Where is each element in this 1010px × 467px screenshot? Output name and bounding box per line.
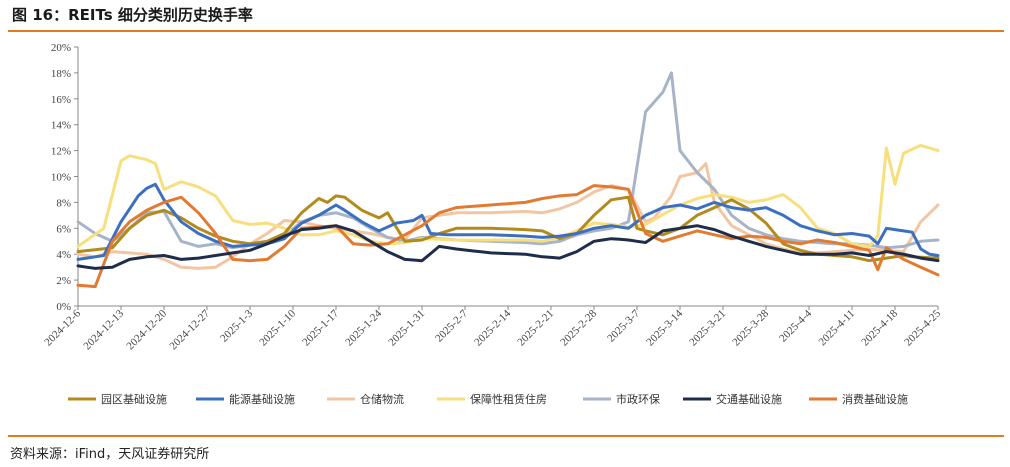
series-line-6 xyxy=(76,224,940,270)
top-divider xyxy=(8,30,1004,32)
series-line-7 xyxy=(76,184,940,289)
y-tick-label: 20% xyxy=(51,42,71,54)
y-tick-label: 18% xyxy=(51,68,71,80)
y-tick-label: 2% xyxy=(56,275,71,287)
y-tick-label: 4% xyxy=(56,249,71,261)
legend-label: 市政环保 xyxy=(616,392,660,406)
series-line-5 xyxy=(76,71,940,250)
figure-title: 图 16：REITs 细分类别历史换手率 xyxy=(12,6,253,24)
y-tick-label: 16% xyxy=(51,94,71,106)
legend-label: 交通基础设施 xyxy=(716,392,782,406)
series-lines xyxy=(76,71,940,289)
y-tick-label: 14% xyxy=(51,120,71,132)
legend-label: 消费基础设施 xyxy=(842,392,908,406)
x-tick-label: 2025-1-10 xyxy=(257,307,298,348)
x-tick-label: 2024-12-6 xyxy=(42,307,83,348)
x-tick-label: 2025-1-17 xyxy=(300,307,341,348)
x-tick-label: 2025-1-31 xyxy=(386,308,427,349)
y-tick-label: 0% xyxy=(56,301,71,313)
x-tick-label: 2025-4-25 xyxy=(902,307,943,348)
x-tick-label: 2025-2-7 xyxy=(433,307,470,344)
x-tick-label: 2024-12-27 xyxy=(167,307,212,352)
x-tick-label: 2024-12-20 xyxy=(124,307,169,352)
y-tick-label: 10% xyxy=(51,172,71,184)
source-note: 资料来源：iFind，天风证券研究所 xyxy=(10,447,210,462)
x-tick-label: 2024-12-13 xyxy=(81,307,126,352)
legend-label: 能源基础设施 xyxy=(229,392,295,406)
y-tick-label: 12% xyxy=(51,146,71,158)
legend-label: 园区基础设施 xyxy=(101,393,167,406)
x-tick-label: 2025-2-21 xyxy=(515,308,556,349)
x-tick-label: 2025-3-21 xyxy=(687,308,728,349)
x-tick-label: 2025-4-4 xyxy=(777,307,814,344)
x-tick-label: 2025-3-28 xyxy=(730,307,771,348)
y-tick-label: 8% xyxy=(56,197,71,209)
chart-legend: 园区基础设施 能源基础设施 仓储物流 保障性租赁住房 市政环保 交通基础设施 消费基础设施 xyxy=(68,392,908,406)
bottom-divider xyxy=(8,435,1004,437)
series-line-1 xyxy=(76,194,940,263)
x-tick-label: 2025-1-3 xyxy=(218,307,255,344)
x-tick-label: 2025-2-14 xyxy=(472,307,513,348)
legend-label: 仓储物流 xyxy=(360,392,404,406)
legend-label: 保障性租赁住房 xyxy=(470,392,547,406)
turnover-line-chart: 0%2%4%6%8%10%12%14%16%18%20%2024-12-6202… xyxy=(42,42,943,406)
x-tick-label: 2025-1-24 xyxy=(343,307,384,348)
x-tick-label: 2025-2-28 xyxy=(558,307,599,348)
x-tick-label: 2025-3-14 xyxy=(644,307,685,348)
x-tick-label: 2025-4-18 xyxy=(859,307,900,348)
x-tick-label: 2025-3-7 xyxy=(605,307,642,344)
x-tick-label: 2025-4-11 xyxy=(817,308,858,349)
series-line-4 xyxy=(76,143,940,248)
y-tick-label: 6% xyxy=(56,223,71,235)
